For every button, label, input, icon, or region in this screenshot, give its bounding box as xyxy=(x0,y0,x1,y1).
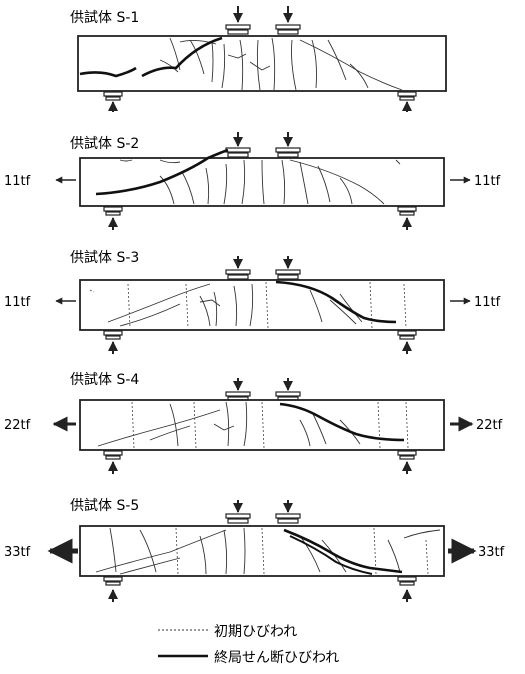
load-plate-s2-left-lower xyxy=(227,152,249,158)
cracks-s1 xyxy=(159,37,403,91)
axial-force-label-s3-right: 11tf xyxy=(474,295,501,310)
load-plate-s5-left-lower xyxy=(227,518,249,524)
support-plate-s2-right xyxy=(397,206,417,212)
ultimate-crack-s2 xyxy=(95,148,229,196)
load-plate-s2-right xyxy=(275,147,301,153)
support-base-s1-right xyxy=(399,96,415,101)
load-plate-s1-left xyxy=(225,24,251,30)
cracks-s2 xyxy=(119,159,401,205)
load-plate-s1-right xyxy=(275,24,301,30)
support-base-s1-left xyxy=(105,96,121,101)
support-plate-s5-left xyxy=(103,576,123,582)
axial-force-label-s5-left: 33tf xyxy=(4,545,31,560)
specimen-s5: 供試体 S-5 33tf 33tf xyxy=(4,498,505,602)
load-plate-s4-right xyxy=(275,391,301,397)
legend-initial-crack-label: 初期ひびわれ xyxy=(214,623,297,640)
specimen-label-s5: 供試体 S-5 xyxy=(70,498,139,514)
ultimate-crack-s5-b xyxy=(289,535,373,575)
axial-force-label-s5-right: 33tf xyxy=(478,545,505,560)
load-plate-s2-right-lower xyxy=(277,152,299,158)
ultimate-crack-s3 xyxy=(275,280,397,324)
axial-force-label-s4-left: 22tf xyxy=(4,418,31,433)
load-plate-s1-right-lower xyxy=(277,29,299,35)
specimen-label-s2: 供試体 S-2 xyxy=(70,136,139,152)
specimen-s3: 供試体 S-3 11tf 11tf xyxy=(4,250,501,354)
load-plate-s3-right-lower xyxy=(277,274,299,280)
support-plate-s5-right xyxy=(397,576,417,582)
cracks-s4 xyxy=(97,401,361,447)
legend-ultimate-crack-label: 終局せん断ひびわれ xyxy=(214,650,339,666)
support-plate-s2-left xyxy=(103,206,123,212)
load-plate-s5-right xyxy=(275,513,301,519)
support-base-s2-left xyxy=(105,211,121,216)
support-plate-s3-left xyxy=(103,330,123,336)
support-base-s3-left xyxy=(105,335,121,340)
specimen-label-s4: 供試体 S-4 xyxy=(70,372,139,388)
support-base-s5-left xyxy=(105,581,121,586)
support-base-s4-right xyxy=(399,455,415,460)
cracks-s3 xyxy=(107,283,363,327)
load-plate-s5-left xyxy=(225,513,251,519)
beam-s2 xyxy=(79,157,445,207)
load-plate-s3-left-lower xyxy=(227,274,249,280)
support-plate-s4-right xyxy=(397,450,417,456)
load-plate-s4-left xyxy=(225,391,251,397)
beam-s4 xyxy=(79,399,445,451)
load-plate-s4-right-lower xyxy=(277,396,299,401)
load-plate-s4-left-lower xyxy=(227,396,249,401)
specimen-s4: 供試体 S-4 22tf 22tf xyxy=(4,372,503,474)
beam-s3 xyxy=(79,279,445,331)
support-plate-s4-left xyxy=(103,450,123,456)
support-plate-s3-right xyxy=(397,330,417,336)
support-base-s5-right xyxy=(399,581,415,586)
beam-s5 xyxy=(79,525,445,577)
load-plate-s1-left-lower xyxy=(227,29,249,35)
axial-force-label-s2-left: 11tf xyxy=(4,174,31,189)
ultimate-crack-s5-a xyxy=(283,528,403,574)
specimen-label-s3: 供試体 S-3 xyxy=(70,250,139,266)
support-base-s4-left xyxy=(105,455,121,460)
axial-force-label-s3-left: 11tf xyxy=(4,295,31,310)
load-plate-s2-left xyxy=(225,147,251,153)
support-plate-s1-right xyxy=(397,91,417,97)
ultimate-crack-s4 xyxy=(279,402,405,442)
axial-force-label-s2-right: 11tf xyxy=(474,174,501,189)
beam-s1 xyxy=(77,35,447,92)
specimen-label-s1: 供試体 S-1 xyxy=(70,10,139,26)
axial-force-label-s4-right: 22tf xyxy=(476,418,503,433)
load-plate-s5-right-lower xyxy=(277,518,299,524)
legend: 初期ひびわれ 終局せん断ひびわれ xyxy=(158,623,339,666)
support-base-s2-right xyxy=(399,211,415,216)
load-plate-s3-right xyxy=(275,269,301,275)
specimen-s2: 供試体 S-2 11tf 11tf xyxy=(4,132,501,230)
support-plate-s1-left xyxy=(103,91,123,97)
specimen-s1: 供試体 S-1 xyxy=(70,6,447,112)
initial-cracks-s3 xyxy=(89,281,407,329)
cracks-s5 xyxy=(95,527,441,575)
load-plate-s3-left xyxy=(225,269,251,275)
ultimate-crack-s1 xyxy=(79,36,223,78)
initial-cracks-s4 xyxy=(131,401,409,449)
initial-cracks-s5 xyxy=(175,527,429,575)
support-base-s3-right xyxy=(399,335,415,340)
